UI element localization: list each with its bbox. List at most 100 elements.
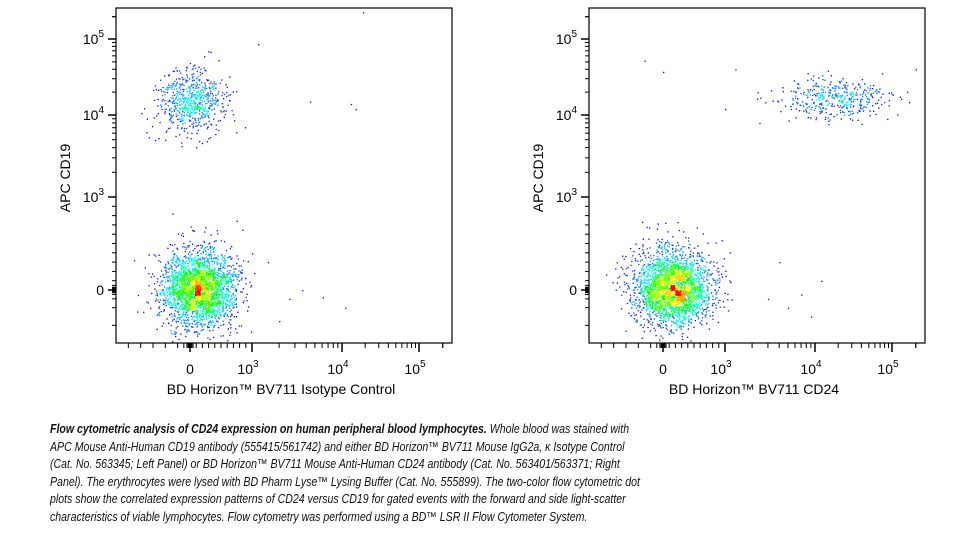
data-point: [204, 105, 206, 108]
data-point: [616, 262, 618, 264]
data-point: [208, 279, 210, 281]
data-point: [838, 87, 840, 89]
data-point: [203, 296, 205, 298]
data-point: [210, 249, 212, 251]
data-point: [672, 316, 674, 318]
data-point: [695, 272, 697, 275]
data-point: [186, 296, 188, 298]
data-point: [179, 88, 182, 91]
data-point: [214, 316, 216, 318]
data-point: [362, 12, 365, 14]
data-point: [198, 121, 200, 124]
data-point: [639, 255, 642, 257]
data-point: [213, 262, 216, 264]
data-point: [173, 285, 175, 287]
data-point: [661, 260, 663, 262]
data-point: [178, 285, 181, 287]
data-point: [715, 281, 717, 283]
data-point: [827, 104, 829, 106]
data-point: [185, 248, 187, 250]
data-point: [677, 320, 679, 322]
data-point: [205, 315, 207, 318]
data-point: [644, 278, 646, 280]
data-point: [199, 84, 201, 86]
data-point: [803, 91, 805, 94]
data-point: [640, 290, 642, 292]
data-point: [191, 95, 193, 98]
data-point: [232, 304, 234, 307]
data-point: [219, 302, 221, 304]
data-point: [169, 101, 171, 103]
data-point: [224, 298, 226, 300]
data-point: [702, 257, 704, 259]
data-point: [855, 92, 858, 94]
data-point: [190, 120, 192, 122]
data-point: [185, 288, 187, 290]
data-point: [172, 278, 174, 280]
data-point: [691, 269, 694, 271]
data-point: [707, 306, 709, 308]
data-point: [654, 274, 657, 276]
data-point: [151, 125, 154, 128]
data-point: [207, 107, 210, 109]
data-point: [202, 287, 204, 289]
data-point: [195, 102, 197, 104]
data-point: [815, 105, 818, 107]
data-point: [213, 273, 215, 275]
data-point: [854, 88, 856, 90]
data-point: [193, 258, 195, 260]
data-point: [664, 261, 666, 263]
data-point: [652, 275, 654, 278]
data-point: [219, 262, 221, 265]
data-point: [213, 293, 215, 295]
data-point: [192, 103, 194, 105]
data-point: [228, 256, 231, 258]
data-point: [877, 91, 880, 93]
data-point: [828, 95, 830, 97]
data-point: [830, 105, 832, 107]
data-point: [829, 113, 831, 116]
data-point: [171, 283, 173, 285]
data-point: [850, 106, 852, 108]
data-point: [652, 275, 654, 278]
data-point: [169, 290, 171, 292]
data-point: [217, 120, 220, 122]
data-point: [182, 95, 184, 97]
tick-base: 10: [404, 361, 420, 377]
data-point: [230, 302, 232, 304]
data-point: [707, 286, 709, 288]
data-point: [198, 276, 201, 278]
data-point: [182, 295, 185, 297]
data-point: [708, 297, 710, 299]
data-point: [694, 269, 696, 271]
data-point: [207, 110, 210, 112]
data-point: [699, 267, 702, 269]
data-point: [712, 303, 714, 305]
data-point: [224, 280, 226, 282]
data-point: [625, 330, 627, 332]
data-point: [229, 270, 231, 272]
data-point: [806, 107, 808, 109]
data-point: [180, 294, 182, 296]
data-point: [206, 303, 209, 305]
data-point: [664, 313, 667, 315]
data-point: [715, 304, 717, 306]
data-point: [688, 318, 690, 320]
data-point: [694, 320, 696, 322]
data-point: [691, 263, 693, 266]
data-point: [172, 320, 174, 322]
data-point: [909, 101, 911, 104]
data-point: [207, 294, 209, 296]
data-point: [230, 327, 232, 329]
data-point: [207, 283, 209, 285]
data-point: [201, 277, 203, 279]
data-point: [891, 94, 893, 96]
data-point: [175, 279, 178, 281]
data-point: [642, 245, 644, 248]
data-point: [640, 288, 642, 290]
data-point: [181, 276, 183, 278]
data-point: [201, 111, 203, 113]
data-point: [172, 70, 174, 73]
data-point: [172, 292, 174, 294]
data-point: [214, 297, 216, 299]
